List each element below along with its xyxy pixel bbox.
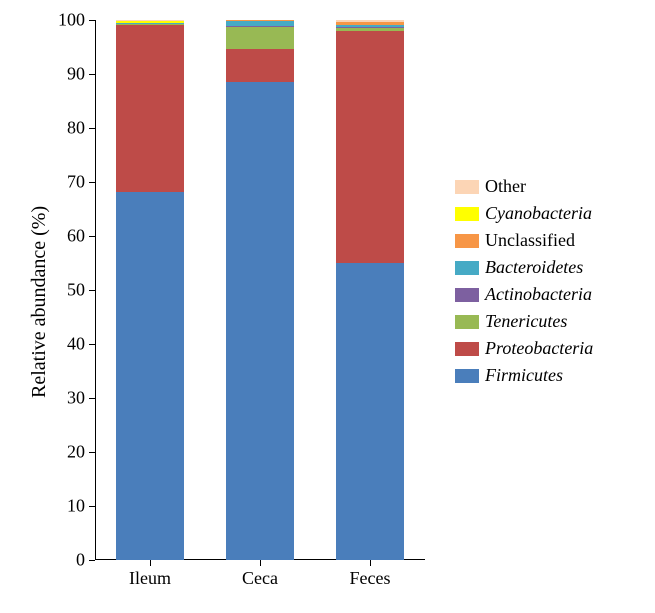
- y-tick: [89, 182, 95, 183]
- legend-item-actinobacteria: Actinobacteria: [455, 284, 593, 305]
- bar-ileum: [116, 20, 184, 560]
- bar-segment-firmicutes: [226, 82, 294, 560]
- legend: Other Cyanobacteria Unclassified Bacteroide…: [455, 170, 593, 392]
- legend-label: Proteobacteria: [485, 338, 593, 359]
- bar-ceca: [226, 20, 294, 560]
- x-tick: [150, 560, 151, 566]
- y-axis-line: [95, 20, 96, 560]
- legend-swatch: [455, 180, 479, 194]
- legend-label: Tenericutes: [485, 311, 567, 332]
- bar-segment-proteobacteria: [226, 49, 294, 82]
- legend-swatch: [455, 207, 479, 221]
- legend-item-unclassified: Unclassified: [455, 230, 593, 251]
- y-tick-label: 20: [45, 442, 85, 463]
- legend-item-firmicutes: Firmicutes: [455, 365, 593, 386]
- legend-swatch: [455, 315, 479, 329]
- legend-item-tenericutes: Tenericutes: [455, 311, 593, 332]
- legend-item-bacteroidetes: Bacteroidetes: [455, 257, 593, 278]
- legend-item-other: Other: [455, 176, 593, 197]
- legend-label: Cyanobacteria: [485, 203, 592, 224]
- y-tick: [89, 128, 95, 129]
- y-tick: [89, 398, 95, 399]
- legend-item-cyanobacteria: Cyanobacteria: [455, 203, 593, 224]
- y-tick: [89, 236, 95, 237]
- y-tick: [89, 560, 95, 561]
- legend-item-proteobacteria: Proteobacteria: [455, 338, 593, 359]
- plot-area: 0102030405060708090100IleumCecaFeces: [95, 20, 425, 560]
- x-tick-label: Ileum: [129, 568, 171, 589]
- x-tick: [260, 560, 261, 566]
- legend-label: Bacteroidetes: [485, 257, 583, 278]
- y-tick-label: 90: [45, 64, 85, 85]
- bar-segment-tenericutes: [226, 27, 294, 49]
- legend-swatch: [455, 342, 479, 356]
- y-tick-label: 10: [45, 496, 85, 517]
- legend-label: Firmicutes: [485, 365, 563, 386]
- bar-segment-proteobacteria: [116, 25, 184, 191]
- x-tick-label: Feces: [350, 568, 391, 589]
- legend-label: Other: [485, 176, 526, 197]
- y-tick-label: 70: [45, 172, 85, 193]
- y-tick-label: 100: [45, 10, 85, 31]
- y-tick: [89, 452, 95, 453]
- y-tick: [89, 290, 95, 291]
- bar-feces: [336, 20, 404, 560]
- legend-label: Actinobacteria: [485, 284, 592, 305]
- legend-swatch: [455, 369, 479, 383]
- legend-swatch: [455, 261, 479, 275]
- y-tick: [89, 344, 95, 345]
- y-tick: [89, 74, 95, 75]
- legend-label: Unclassified: [485, 230, 575, 251]
- x-tick-label: Ceca: [242, 568, 278, 589]
- bar-segment-firmicutes: [116, 192, 184, 560]
- legend-swatch: [455, 234, 479, 248]
- y-tick-label: 30: [45, 388, 85, 409]
- bar-segment-firmicutes: [336, 263, 404, 560]
- y-tick-label: 0: [45, 550, 85, 571]
- bar-segment-proteobacteria: [336, 31, 404, 263]
- y-tick-label: 50: [45, 280, 85, 301]
- y-tick: [89, 506, 95, 507]
- y-tick: [89, 20, 95, 21]
- x-tick: [370, 560, 371, 566]
- y-tick-label: 80: [45, 118, 85, 139]
- stacked-bar-chart: Relative abundance (%) 01020304050607080…: [0, 0, 655, 613]
- y-tick-label: 40: [45, 334, 85, 355]
- y-tick-label: 60: [45, 226, 85, 247]
- legend-swatch: [455, 288, 479, 302]
